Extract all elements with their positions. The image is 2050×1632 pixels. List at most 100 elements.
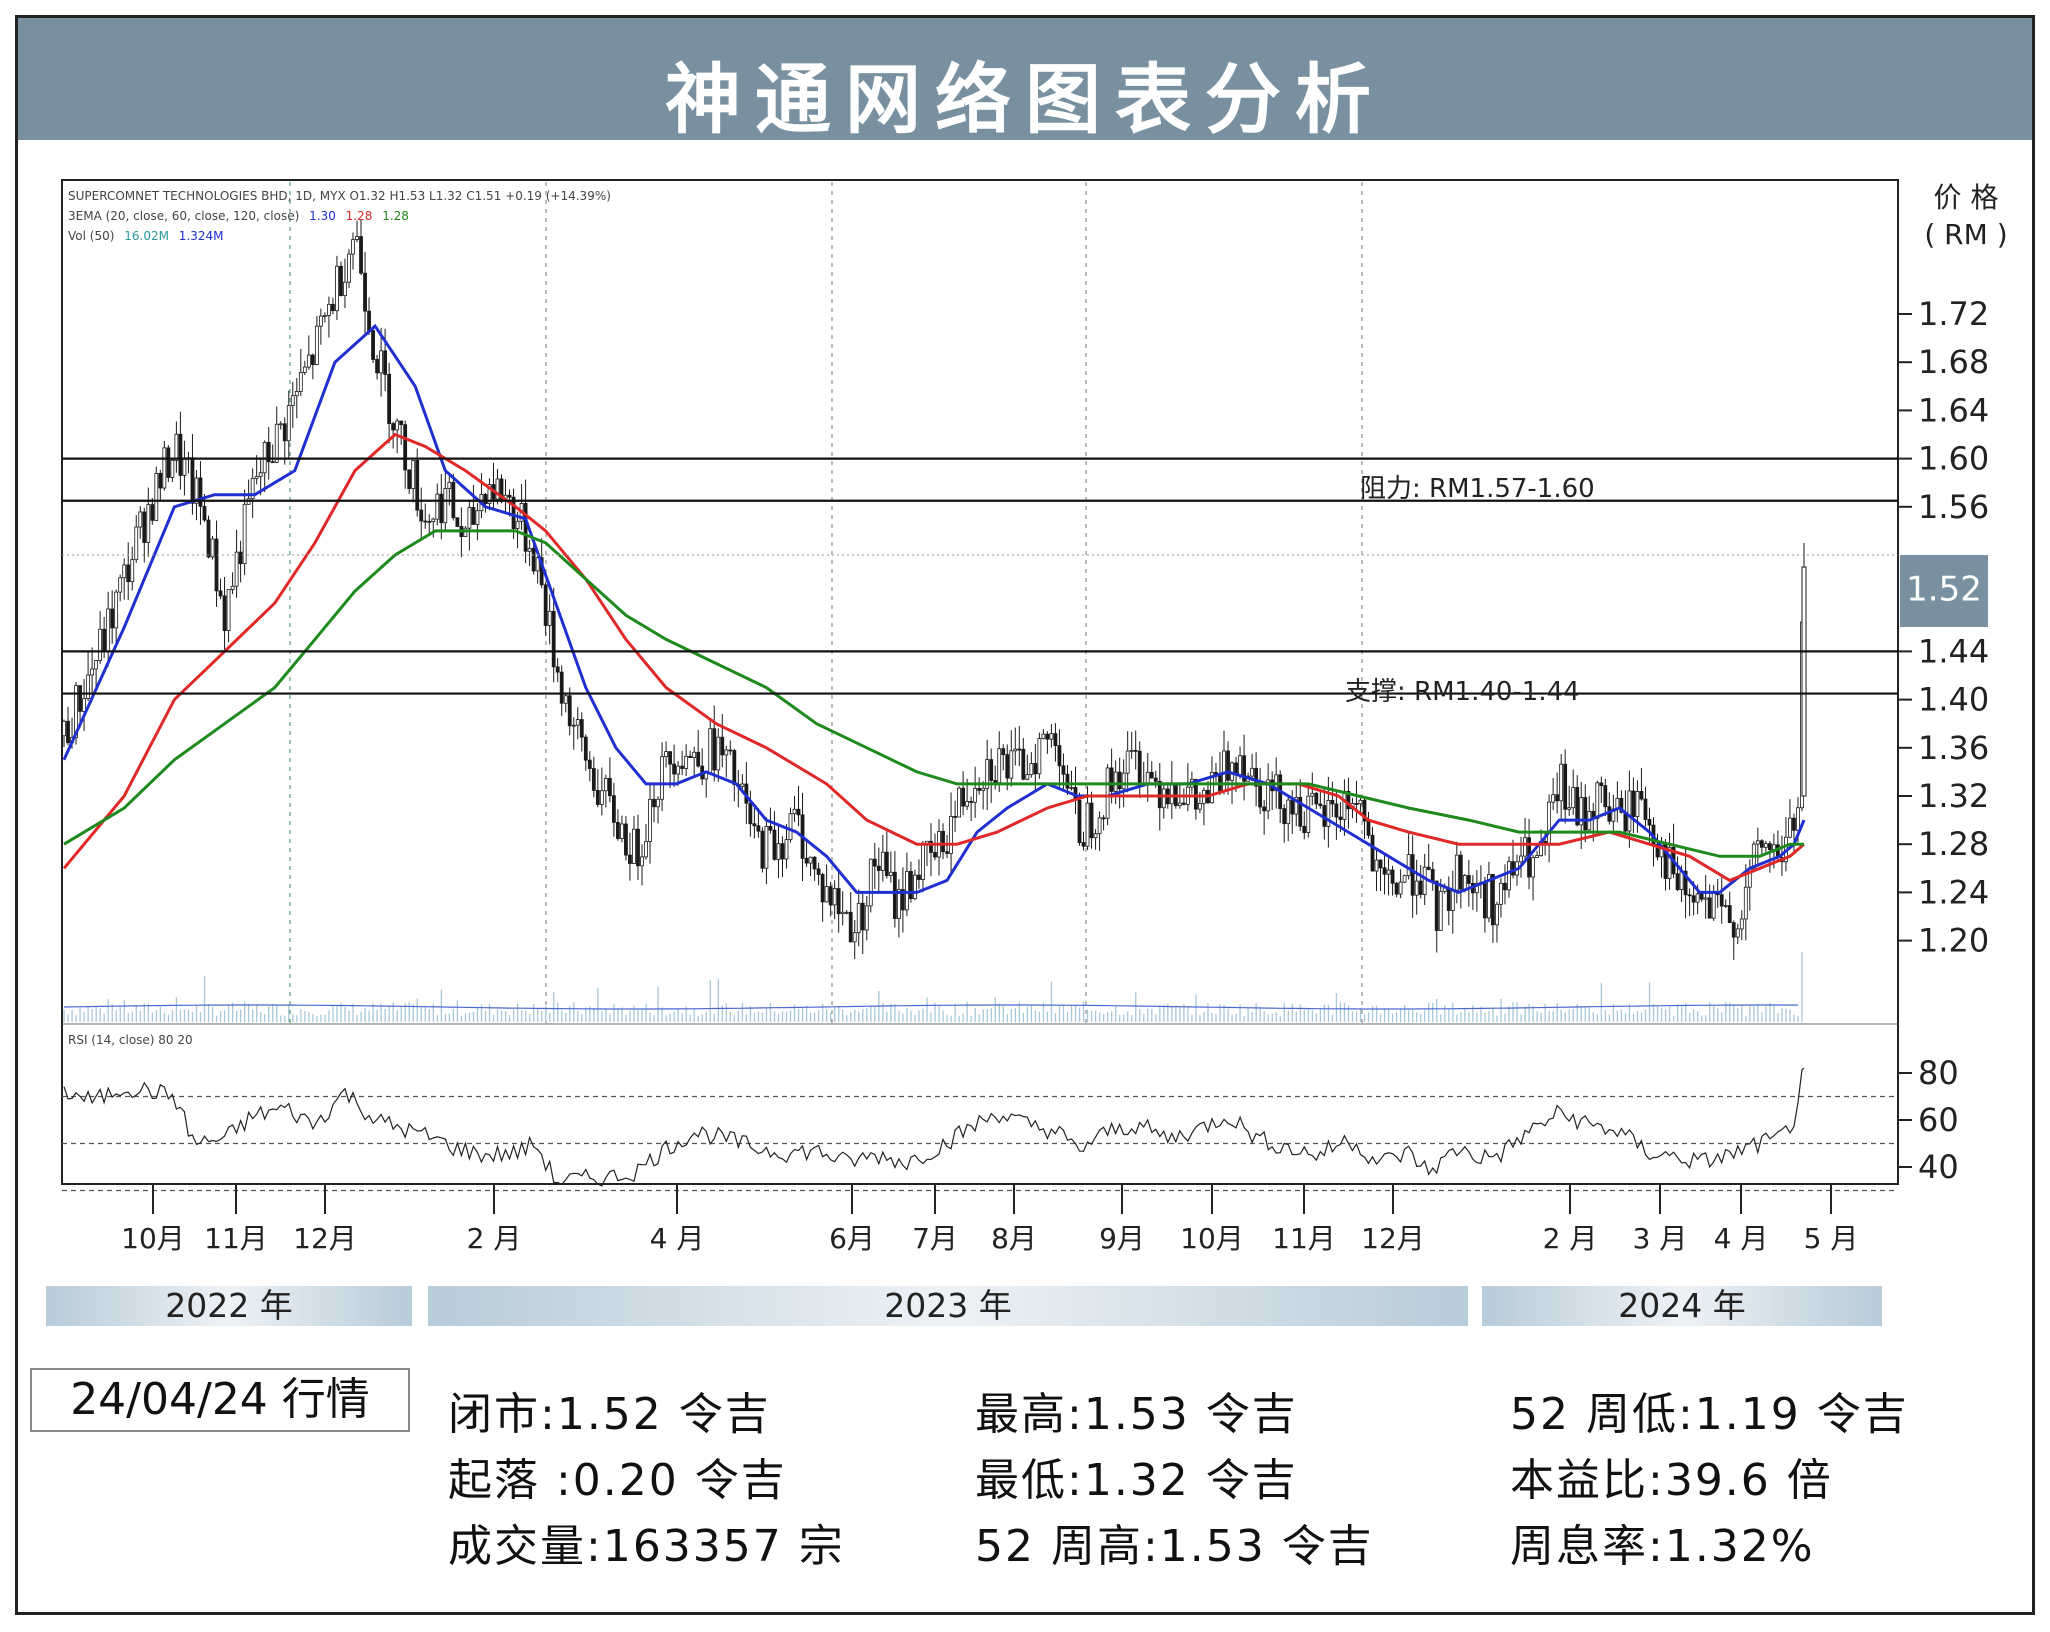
volume-bar [838,1005,840,1022]
volume-bar [135,1005,137,1022]
volume-bar [219,1010,222,1022]
volume-bar [1231,1014,1233,1022]
volume-bar [1179,1005,1181,1022]
candle-body [102,628,107,653]
candle-body [1474,883,1479,894]
candle-body [1763,843,1768,848]
volume-bar [1512,1002,1514,1022]
volume-bar [280,1015,282,1022]
volume-bar [75,1014,77,1022]
volume-bar [1315,1013,1318,1022]
volume-bar [440,989,443,1022]
candle-body [607,778,612,797]
volume-bar [404,1003,406,1022]
candle-body [1603,785,1608,808]
volume-bar [1504,1013,1506,1022]
candle-body [1639,791,1644,800]
volume-bar [1395,1011,1398,1022]
volume-bar [1255,1003,1257,1022]
volume-bar [1508,1005,1510,1022]
volume-bar [248,1003,250,1022]
volume-bar [167,1014,170,1022]
volume-bar [942,1010,944,1022]
candle-body [1133,749,1138,752]
candle-body [1065,773,1070,789]
time-tick-label: 10月 [1180,1222,1244,1255]
volume-bar [533,1004,535,1022]
candle-body [941,830,945,853]
candle-body [1567,807,1572,810]
volume-bar [268,1006,270,1022]
volume-bar [508,1015,511,1022]
volume-bar [1652,1003,1655,1022]
candle-body [435,493,440,520]
volume-bar [1689,1012,1691,1022]
candle-body [1394,882,1399,895]
volume-bars [63,952,1803,1022]
candle-body [182,457,187,476]
candle-body [527,547,532,552]
candle-body [664,751,668,758]
candle-body [238,551,243,565]
volume-bar [850,1012,852,1022]
candle-body [660,756,664,800]
ema-line-ema60 [62,432,1805,883]
volume-bar [1452,1002,1454,1022]
candle-body [969,801,974,803]
candle-body [150,504,155,521]
candle-body [949,816,953,854]
volume-bar [147,1003,149,1022]
candle-body [784,839,789,860]
candle-body [1089,802,1094,839]
candle-body [1101,817,1106,820]
volume-bar [171,1010,174,1022]
candle-body [198,477,203,507]
candle-body [740,783,745,787]
candle-body [1238,755,1242,776]
volume-bar [1584,1007,1586,1022]
candle-body [880,851,885,871]
time-tick-label: 11月 [204,1222,268,1255]
volume-bar [966,1002,968,1022]
candle-body [1045,733,1050,740]
candle-body [1547,801,1552,844]
candle-body [1037,738,1042,775]
volume-bar [424,1005,426,1022]
volume-bar [1038,1011,1041,1022]
candle-body [1382,867,1387,875]
volume-bar [336,1005,338,1022]
candle-body [1121,772,1126,790]
candle-body [840,911,845,915]
candle-body [118,577,123,593]
volume-bar [826,1009,828,1022]
volume-bar [974,1008,976,1022]
candle-body [864,905,869,931]
volume-bar [1436,999,1438,1022]
support-label: 支撑: RM1.40-1.44 [1345,677,1580,707]
volume-bar [1018,1002,1020,1022]
candle-body [965,801,970,807]
volume-bar [1580,1007,1582,1022]
candle-body [1029,763,1034,776]
candle-body [383,350,388,375]
candle-body [331,303,335,312]
candle-body [1254,767,1259,787]
candle-body [130,559,135,583]
volume-bar [396,1010,398,1022]
volume-bar [1207,1003,1209,1022]
candle-body [226,589,231,632]
candle-body [1551,794,1556,803]
volume-bar [1572,1008,1574,1022]
candle-body [1438,890,1443,931]
candle-body [1149,771,1154,779]
candle-body [90,668,94,676]
candle-body [636,828,640,867]
volume-bar [741,1002,744,1022]
volume-bar [1624,1012,1627,1022]
candle-body [652,798,656,808]
candle-body [1093,833,1098,839]
volume-bar [1135,992,1137,1022]
volume-bar [456,1000,459,1022]
candle-body [1386,869,1391,875]
volume-bar [1721,1012,1723,1022]
